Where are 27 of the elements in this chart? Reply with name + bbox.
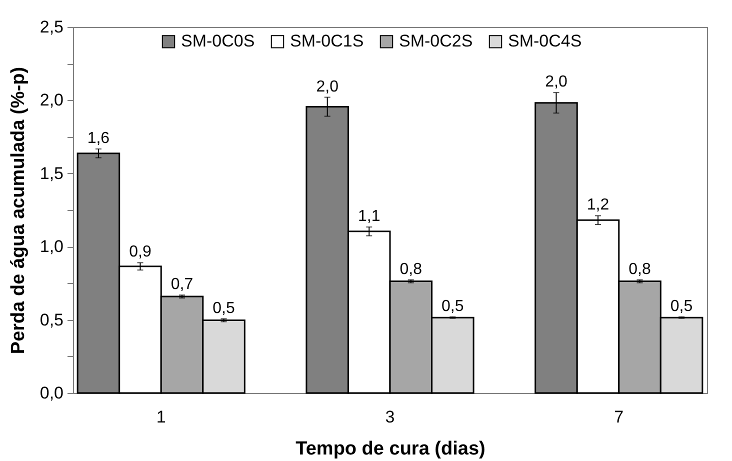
- data-label: 0,8: [400, 260, 422, 278]
- y-tick-label: 1,5: [40, 164, 64, 183]
- y-tick-label: 2,0: [40, 90, 64, 110]
- y-axis-title: Perda de água acumulada (%-p): [8, 66, 29, 354]
- data-label: 0,7: [170, 276, 194, 294]
- x-tick-label: 3: [385, 408, 395, 426]
- data-label: 1,2: [586, 196, 610, 214]
- legend-label: SM-0C0S: [181, 32, 255, 51]
- legend-label: SM-0C4S: [508, 32, 582, 51]
- legend-label: SM-0C1S: [290, 32, 364, 51]
- data-label: 0,5: [442, 298, 464, 315]
- x-tick-label: 1: [156, 408, 166, 426]
- y-tick-label: 1,0: [40, 237, 64, 256]
- data-label: 0,5: [212, 300, 235, 317]
- data-label: 2,0: [545, 74, 568, 91]
- y-tick-label: 0,0: [40, 384, 64, 402]
- y-tick-label: 0,5: [40, 310, 64, 330]
- x-axis-title: Tempo de cura (dias): [296, 438, 486, 460]
- data-label: 0,5: [670, 298, 693, 315]
- y-tick-label: 2,5: [40, 18, 64, 36]
- data-label: 2,0: [316, 78, 339, 96]
- x-tick-label: 7: [614, 408, 624, 426]
- data-label: 1,1: [358, 208, 380, 225]
- data-label: 1,6: [87, 130, 110, 147]
- data-label: 0,9: [129, 244, 152, 261]
- legend-label: SM-0C2S: [399, 32, 473, 51]
- data-label: 0,8: [628, 260, 651, 278]
